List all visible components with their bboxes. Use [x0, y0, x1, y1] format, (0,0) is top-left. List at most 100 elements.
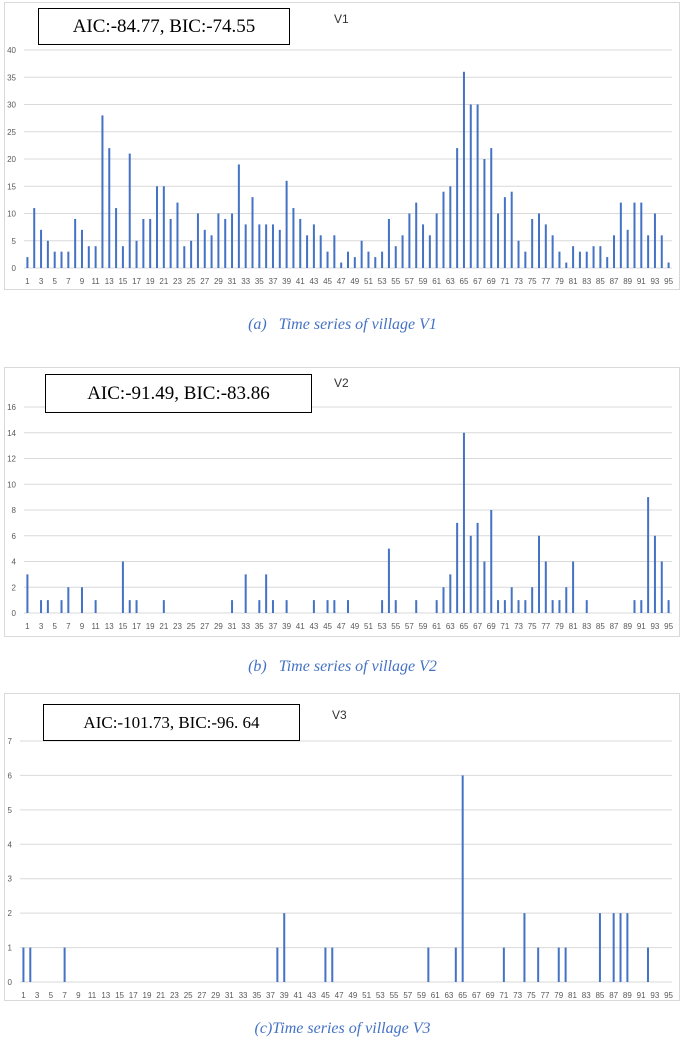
- bar: [442, 587, 445, 613]
- bar: [60, 251, 63, 268]
- x-tick-label: 11: [88, 991, 97, 1000]
- caption-label: (a): [248, 316, 267, 333]
- bar: [667, 262, 670, 268]
- bar: [476, 522, 479, 613]
- x-tick-label: 75: [528, 277, 537, 286]
- bar: [176, 202, 179, 268]
- x-tick-label: 3: [35, 991, 40, 1000]
- bar: [449, 186, 452, 268]
- bar: [435, 600, 438, 613]
- bar: [646, 947, 649, 982]
- chart-title: V1: [334, 12, 349, 26]
- y-tick-label: 2: [8, 909, 13, 918]
- bar: [415, 202, 418, 268]
- bar: [128, 600, 131, 613]
- x-tick-label: 71: [500, 277, 509, 286]
- bar: [469, 104, 472, 268]
- bar: [87, 246, 90, 268]
- x-tick-label: 29: [214, 277, 223, 286]
- x-tick-label: 75: [527, 991, 536, 1000]
- x-tick-label: 55: [390, 991, 399, 1000]
- y-tick-label: 10: [7, 480, 16, 489]
- x-tick-label: 61: [431, 991, 440, 1000]
- bar: [531, 218, 534, 268]
- x-tick-label: 65: [460, 622, 469, 631]
- x-tick-label: 13: [101, 991, 110, 1000]
- bar: [319, 235, 322, 268]
- x-tick-label: 63: [446, 277, 455, 286]
- x-tick-label: 57: [405, 622, 414, 631]
- x-tick-label: 15: [118, 622, 127, 631]
- bar: [26, 574, 29, 613]
- x-tick-label: 89: [623, 622, 632, 631]
- x-tick-label: 79: [555, 277, 564, 286]
- bar: [374, 257, 377, 268]
- bar: [462, 432, 465, 613]
- x-tick-label: 29: [214, 622, 223, 631]
- bar: [292, 208, 295, 268]
- x-tick-label: 49: [348, 991, 357, 1000]
- x-tick-label: 53: [376, 991, 385, 1000]
- x-tick-label: 3: [39, 277, 44, 286]
- x-tick-label: 5: [52, 277, 57, 286]
- bar: [169, 218, 172, 268]
- x-tick-label: 7: [62, 991, 67, 1000]
- bar: [121, 561, 124, 613]
- x-tick-label: 91: [637, 622, 646, 631]
- bar: [640, 600, 643, 613]
- x-tick-label: 41: [294, 991, 303, 1000]
- bar: [326, 600, 329, 613]
- y-tick-label: 1: [8, 944, 13, 953]
- x-tick-label: 21: [156, 991, 165, 1000]
- bar: [558, 600, 561, 613]
- bar: [324, 947, 327, 982]
- bar: [333, 235, 336, 268]
- bar: [183, 246, 186, 268]
- bar: [435, 213, 438, 268]
- bar: [647, 497, 650, 613]
- x-tick-label: 57: [403, 991, 412, 1000]
- x-tick-label: 53: [378, 622, 387, 631]
- x-tick-label: 67: [473, 277, 482, 286]
- bar: [564, 947, 567, 982]
- x-tick-label: 89: [623, 991, 632, 1000]
- x-tick-label: 5: [52, 622, 57, 631]
- x-tick-label: 69: [486, 991, 495, 1000]
- x-tick-label: 63: [446, 622, 455, 631]
- y-tick-label: 30: [7, 101, 16, 110]
- x-tick-label: 19: [143, 991, 152, 1000]
- bar: [74, 218, 77, 268]
- bar: [156, 186, 159, 268]
- bar: [299, 218, 302, 268]
- bar: [46, 600, 49, 613]
- x-tick-label: 37: [269, 277, 278, 286]
- bar: [497, 213, 500, 268]
- bar: [660, 235, 663, 268]
- bar: [497, 600, 500, 613]
- x-tick-label: 35: [255, 622, 264, 631]
- y-tick-label: 5: [8, 806, 13, 815]
- x-tick-label: 57: [405, 277, 414, 286]
- x-tick-label: 55: [391, 622, 400, 631]
- bar: [306, 235, 309, 268]
- x-tick-label: 95: [664, 622, 673, 631]
- x-tick-label: 59: [417, 991, 426, 1000]
- bar: [633, 202, 636, 268]
- x-tick-label: 59: [419, 622, 428, 631]
- bar: [551, 235, 554, 268]
- bar: [572, 561, 575, 613]
- x-tick-label: 1: [25, 277, 30, 286]
- bar: [333, 600, 336, 613]
- y-tick-label: 2: [12, 583, 17, 592]
- x-tick-label: 27: [200, 622, 209, 631]
- bar: [121, 246, 124, 268]
- x-tick-label: 9: [80, 277, 85, 286]
- x-tick-label: 49: [350, 277, 359, 286]
- bar: [135, 600, 138, 613]
- x-tick-label: 49: [350, 622, 359, 631]
- x-tick-label: 77: [541, 991, 550, 1000]
- bar: [244, 224, 247, 268]
- x-tick-label: 73: [514, 277, 523, 286]
- x-tick-label: 79: [554, 991, 563, 1000]
